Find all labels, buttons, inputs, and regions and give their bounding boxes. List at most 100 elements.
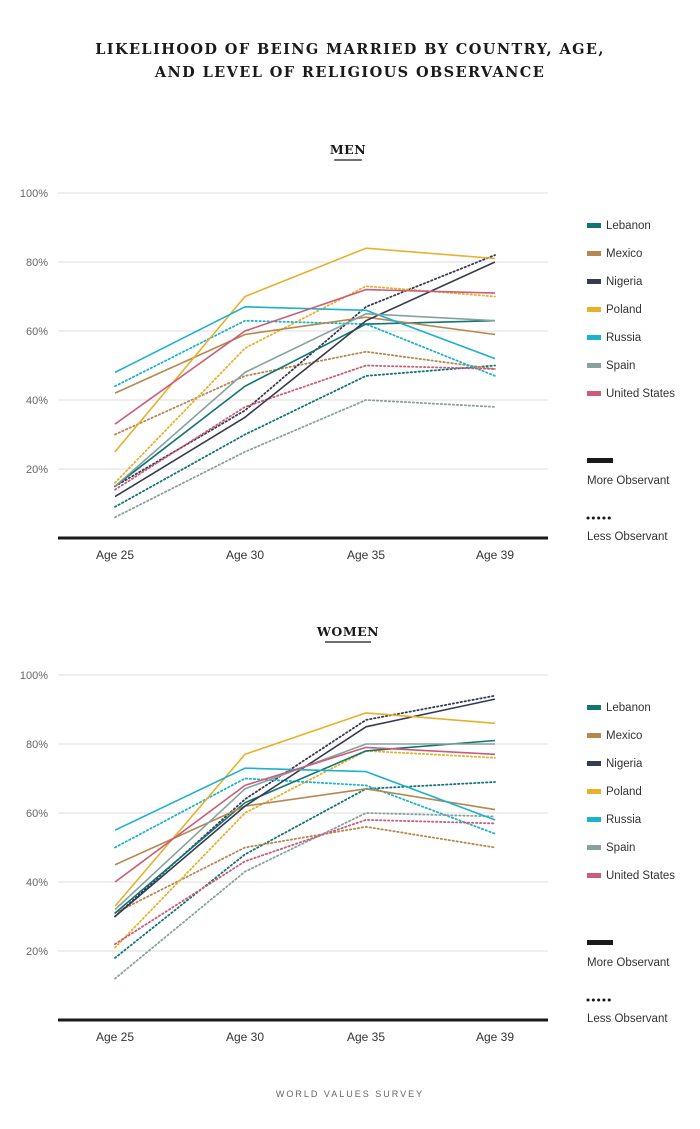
- legend-label: Mexico: [606, 248, 642, 260]
- legend-item-poland: Poland: [587, 786, 642, 798]
- legend-item-less-observant: Less Observant: [586, 998, 668, 1025]
- y-tick-label: 80%: [26, 739, 48, 751]
- series-line-russia-more-observant: [114, 767, 496, 831]
- legend-label: Nigeria: [606, 758, 643, 770]
- x-tick-label: Age 25: [96, 548, 134, 562]
- legend-label: Spain: [606, 842, 635, 854]
- x-tick-label: Age 39: [476, 1030, 514, 1044]
- legend-swatch: [587, 251, 601, 256]
- y-tick-label: 20%: [26, 946, 48, 958]
- legend-label: Poland: [606, 304, 642, 316]
- series-line-united-states-more-observant: [114, 746, 496, 883]
- legend-item-russia: Russia: [587, 814, 642, 826]
- legend-item-nigeria: Nigeria: [587, 276, 643, 288]
- legend-swatch: [587, 705, 601, 710]
- series-line-lebanon-more-observant: [114, 319, 496, 487]
- x-tick-label: Age 30: [226, 548, 264, 562]
- legend-swatch: [587, 733, 601, 738]
- series-line-lebanon-more-observant: [114, 739, 496, 914]
- legend-item-mexico: Mexico: [587, 730, 642, 742]
- legend-item-more-observant: More Observant: [587, 458, 670, 487]
- legend-swatch: [587, 391, 601, 396]
- legend-item-united-states: United States: [587, 388, 675, 400]
- series-line-russia-less-observant: [114, 319, 496, 388]
- y-tick-label: 80%: [26, 257, 48, 269]
- legend-item-spain: Spain: [587, 842, 635, 854]
- legend-label: More Observant: [587, 957, 670, 969]
- legend-swatch: [587, 335, 601, 340]
- y-tick-label: 100%: [20, 188, 48, 200]
- y-tick-label: 60%: [26, 326, 48, 338]
- legend-item-mexico: Mexico: [587, 248, 642, 260]
- panel-title: MEN: [330, 142, 366, 157]
- legend-label: Russia: [606, 814, 642, 826]
- legend-swatch: [587, 279, 601, 284]
- series-line-mexico-more-observant: [114, 316, 496, 394]
- series-line-poland-less-observant: [114, 749, 496, 949]
- x-tick-label: Age 30: [226, 1030, 264, 1044]
- legend-item-united-states: United States: [587, 870, 675, 882]
- legend-item-nigeria: Nigeria: [587, 758, 643, 770]
- legend-label: United States: [606, 388, 675, 400]
- y-tick-label: 100%: [20, 670, 48, 682]
- panel-title: WOMEN: [316, 624, 379, 639]
- x-tick-label: Age 35: [347, 1030, 385, 1044]
- legend-item-spain: Spain: [587, 360, 635, 372]
- source-credit: WORLD VALUES SURVEY: [275, 1089, 425, 1099]
- legend-item-lebanon: Lebanon: [587, 702, 651, 714]
- legend-label: Less Observant: [587, 1013, 668, 1025]
- legend-item-russia: Russia: [587, 332, 642, 344]
- series-line-mexico-less-observant: [114, 350, 496, 436]
- series-line-united-states-less-observant: [114, 818, 496, 946]
- chart-women: WOMEN 20% 40% 60% 80% 100% Age 25 Age 30 Age 35 A…: [20, 624, 675, 1044]
- title-line-2: AND LEVEL OF RELIGIOUS OBSERVANCE: [154, 64, 546, 81]
- legend-label: Lebanon: [606, 702, 651, 714]
- legend-swatch: [587, 307, 601, 312]
- legend-label: Lebanon: [606, 220, 651, 232]
- y-tick-label: 60%: [26, 808, 48, 820]
- x-tick-label: Age 25: [96, 1030, 134, 1044]
- legend-label: Spain: [606, 360, 635, 372]
- series-line-lebanon-less-observant: [114, 364, 496, 508]
- legend-label: More Observant: [587, 475, 670, 487]
- x-tick-label: Age 39: [476, 548, 514, 562]
- legend-swatch-solid: [587, 458, 613, 463]
- legend-label: United States: [606, 870, 675, 882]
- series-line-united-states-more-observant: [114, 288, 496, 425]
- legend-label: Russia: [606, 332, 642, 344]
- legend-swatch: [587, 873, 601, 878]
- legend-label: Mexico: [606, 730, 642, 742]
- series-line-poland-more-observant: [114, 712, 496, 907]
- legend-swatch: [587, 363, 601, 368]
- series-line-mexico-more-observant: [114, 788, 496, 866]
- legend-swatch: [587, 761, 601, 766]
- series-line-lebanon-less-observant: [114, 781, 496, 959]
- series-line-russia-less-observant: [114, 777, 496, 849]
- series-line-nigeria-more-observant: [114, 261, 496, 498]
- y-tick-label: 40%: [26, 877, 48, 889]
- y-tick-label: 40%: [26, 395, 48, 407]
- legend-swatch: [587, 789, 601, 794]
- legend-item-more-observant: More Observant: [587, 940, 670, 969]
- y-tick-label: 20%: [26, 464, 48, 476]
- series-line-spain-more-observant: [114, 313, 496, 487]
- legend-swatch: [587, 223, 601, 228]
- legend-swatch-solid: [587, 940, 613, 945]
- legend-item-poland: Poland: [587, 304, 642, 316]
- legend-item-less-observant: Less Observant: [586, 516, 668, 543]
- series-line-russia-more-observant: [114, 306, 496, 374]
- chart-men: MEN 20% 40% 60% 80% 100% Age 25 Age 30 Age 35 Age…: [20, 142, 675, 562]
- page-title: LIKELIHOOD OF BEING MARRIED BY COUNTRY, …: [0, 38, 700, 84]
- legend-swatch: [587, 845, 601, 850]
- series-line-spain-less-observant: [114, 399, 496, 519]
- x-tick-label: Age 35: [347, 548, 385, 562]
- legend-item-lebanon: Lebanon: [587, 220, 651, 232]
- series-line-spain-less-observant: [114, 812, 496, 980]
- legend-label: Less Observant: [587, 531, 668, 543]
- series-line-united-states-less-observant: [114, 364, 496, 491]
- legend-label: Poland: [606, 786, 642, 798]
- legend-label: Nigeria: [606, 276, 643, 288]
- title-line-1: LIKELIHOOD OF BEING MARRIED BY COUNTRY, …: [95, 41, 605, 58]
- series-line-poland-more-observant: [114, 247, 496, 453]
- legend-swatch: [587, 817, 601, 822]
